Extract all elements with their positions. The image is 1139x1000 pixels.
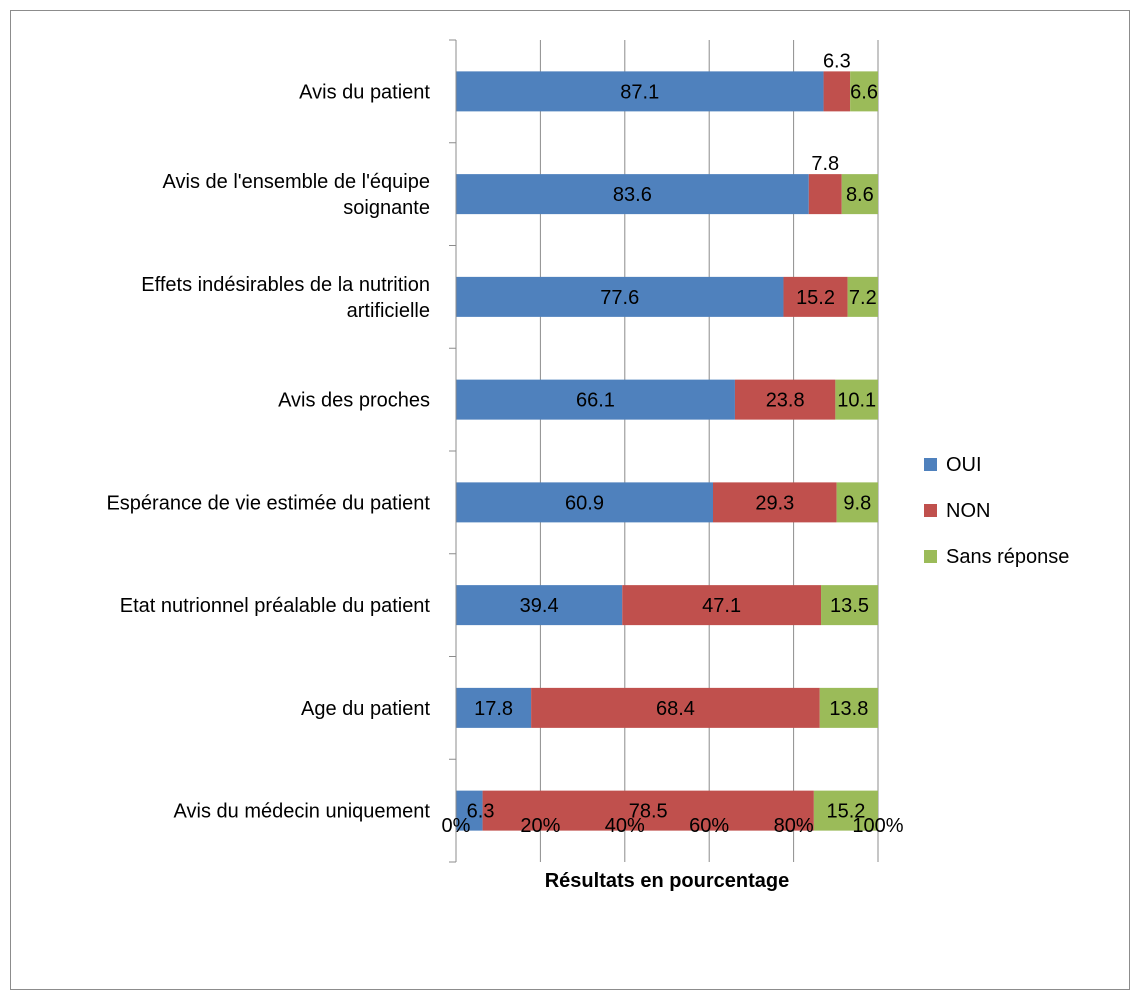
data-label: 78.5	[629, 801, 668, 823]
bar-segment-non	[531, 687, 820, 728]
data-label: 9.8	[843, 492, 871, 514]
x-tick-label: 100%	[852, 815, 903, 837]
category-label: Avis du médecin uniquement	[174, 801, 431, 823]
bar-segment-sans-r-ponse	[836, 482, 878, 523]
bar-segment-oui	[456, 482, 713, 523]
data-label: 7.8	[811, 153, 839, 175]
bar-segment-non	[808, 174, 842, 215]
bar-segment-sans-r-ponse	[813, 790, 878, 831]
category-label: Espérance de vie estimée du patient	[106, 492, 430, 514]
bar-segment-non	[712, 482, 837, 523]
bar-segment-sans-r-ponse	[850, 71, 878, 112]
category-label: Age du patient	[301, 698, 430, 720]
data-label: 6.6	[850, 81, 878, 103]
data-label: 39.4	[520, 595, 559, 617]
category-label: artificielle	[347, 300, 430, 322]
bar-segment-non	[734, 379, 836, 420]
legend-label: NON	[946, 500, 990, 522]
x-axis-title: Résultats en pourcentage	[545, 870, 790, 892]
category-labels: Avis du patient Avis de l'ensemble de l'é…	[106, 81, 430, 822]
data-label: 47.1	[702, 595, 741, 617]
data-label: 15.2	[796, 287, 835, 309]
bar-segment-oui	[456, 71, 824, 112]
x-tick-label: 40%	[605, 815, 645, 837]
data-labels: 87.1 6.3 6.6 83.6 7.8 8.6 77.6 15.2 7.2 66.1 23.8 1…	[467, 50, 878, 822]
data-label: 68.4	[656, 698, 695, 720]
x-tick-labels: 0% 20% 40% 60% 80% 100%	[442, 815, 904, 837]
bar-segment-oui	[456, 585, 623, 626]
bar-segment-sans-r-ponse	[835, 379, 878, 420]
bar-segment-non	[622, 585, 822, 626]
bar-segment-oui	[456, 790, 483, 831]
bar-segment-sans-r-ponse	[821, 585, 878, 626]
bar-segment-non	[482, 790, 814, 831]
legend-swatch	[924, 458, 937, 471]
bar-segment-non	[823, 71, 851, 112]
data-label: 10.1	[837, 390, 876, 412]
data-label: 13.8	[829, 698, 868, 720]
data-label: 17.8	[474, 698, 513, 720]
data-label: 15.2	[826, 801, 865, 823]
legend: OUI NON Sans réponse	[924, 454, 1069, 568]
category-label: Etat nutrionnel préalable du patient	[120, 595, 431, 617]
data-label: 23.8	[766, 390, 805, 412]
bar-segment-oui	[456, 174, 809, 215]
x-tick-label: 60%	[689, 815, 729, 837]
bar-segment-non	[783, 276, 848, 317]
data-label: 83.6	[613, 184, 652, 206]
category-axis	[449, 39, 457, 863]
data-label: 87.1	[620, 81, 659, 103]
legend-label: Sans réponse	[946, 546, 1069, 568]
bar-segment-sans-r-ponse	[819, 687, 878, 728]
bar-segment-sans-r-ponse	[847, 276, 878, 317]
bar-segment-sans-r-ponse	[841, 174, 878, 215]
bar-segment-oui	[456, 687, 532, 728]
data-label: 8.6	[846, 184, 874, 206]
data-label: 29.3	[755, 492, 794, 514]
data-label: 77.6	[600, 287, 639, 309]
bars	[456, 71, 878, 831]
category-label: Avis des proches	[278, 390, 430, 412]
category-label: Effets indésirables de la nutrition	[141, 274, 430, 296]
legend-label: OUI	[946, 454, 982, 476]
x-tick-label: 20%	[520, 815, 560, 837]
data-label: 7.2	[849, 287, 877, 309]
data-label: 66.1	[576, 390, 615, 412]
legend-swatch	[924, 504, 937, 517]
bar-segment-oui	[456, 276, 784, 317]
category-label: Avis de l'ensemble de l'équipe	[163, 171, 430, 193]
x-tick-label: 0%	[442, 815, 471, 837]
data-label: 13.5	[830, 595, 869, 617]
x-tick-label: 80%	[774, 815, 814, 837]
data-label: 6.3	[467, 801, 495, 823]
data-label: 60.9	[565, 492, 604, 514]
data-label: 6.3	[823, 50, 851, 72]
category-label: Avis du patient	[299, 81, 430, 103]
legend-swatch	[924, 550, 937, 563]
category-label: soignante	[343, 197, 430, 219]
bar-segment-oui	[456, 379, 735, 420]
